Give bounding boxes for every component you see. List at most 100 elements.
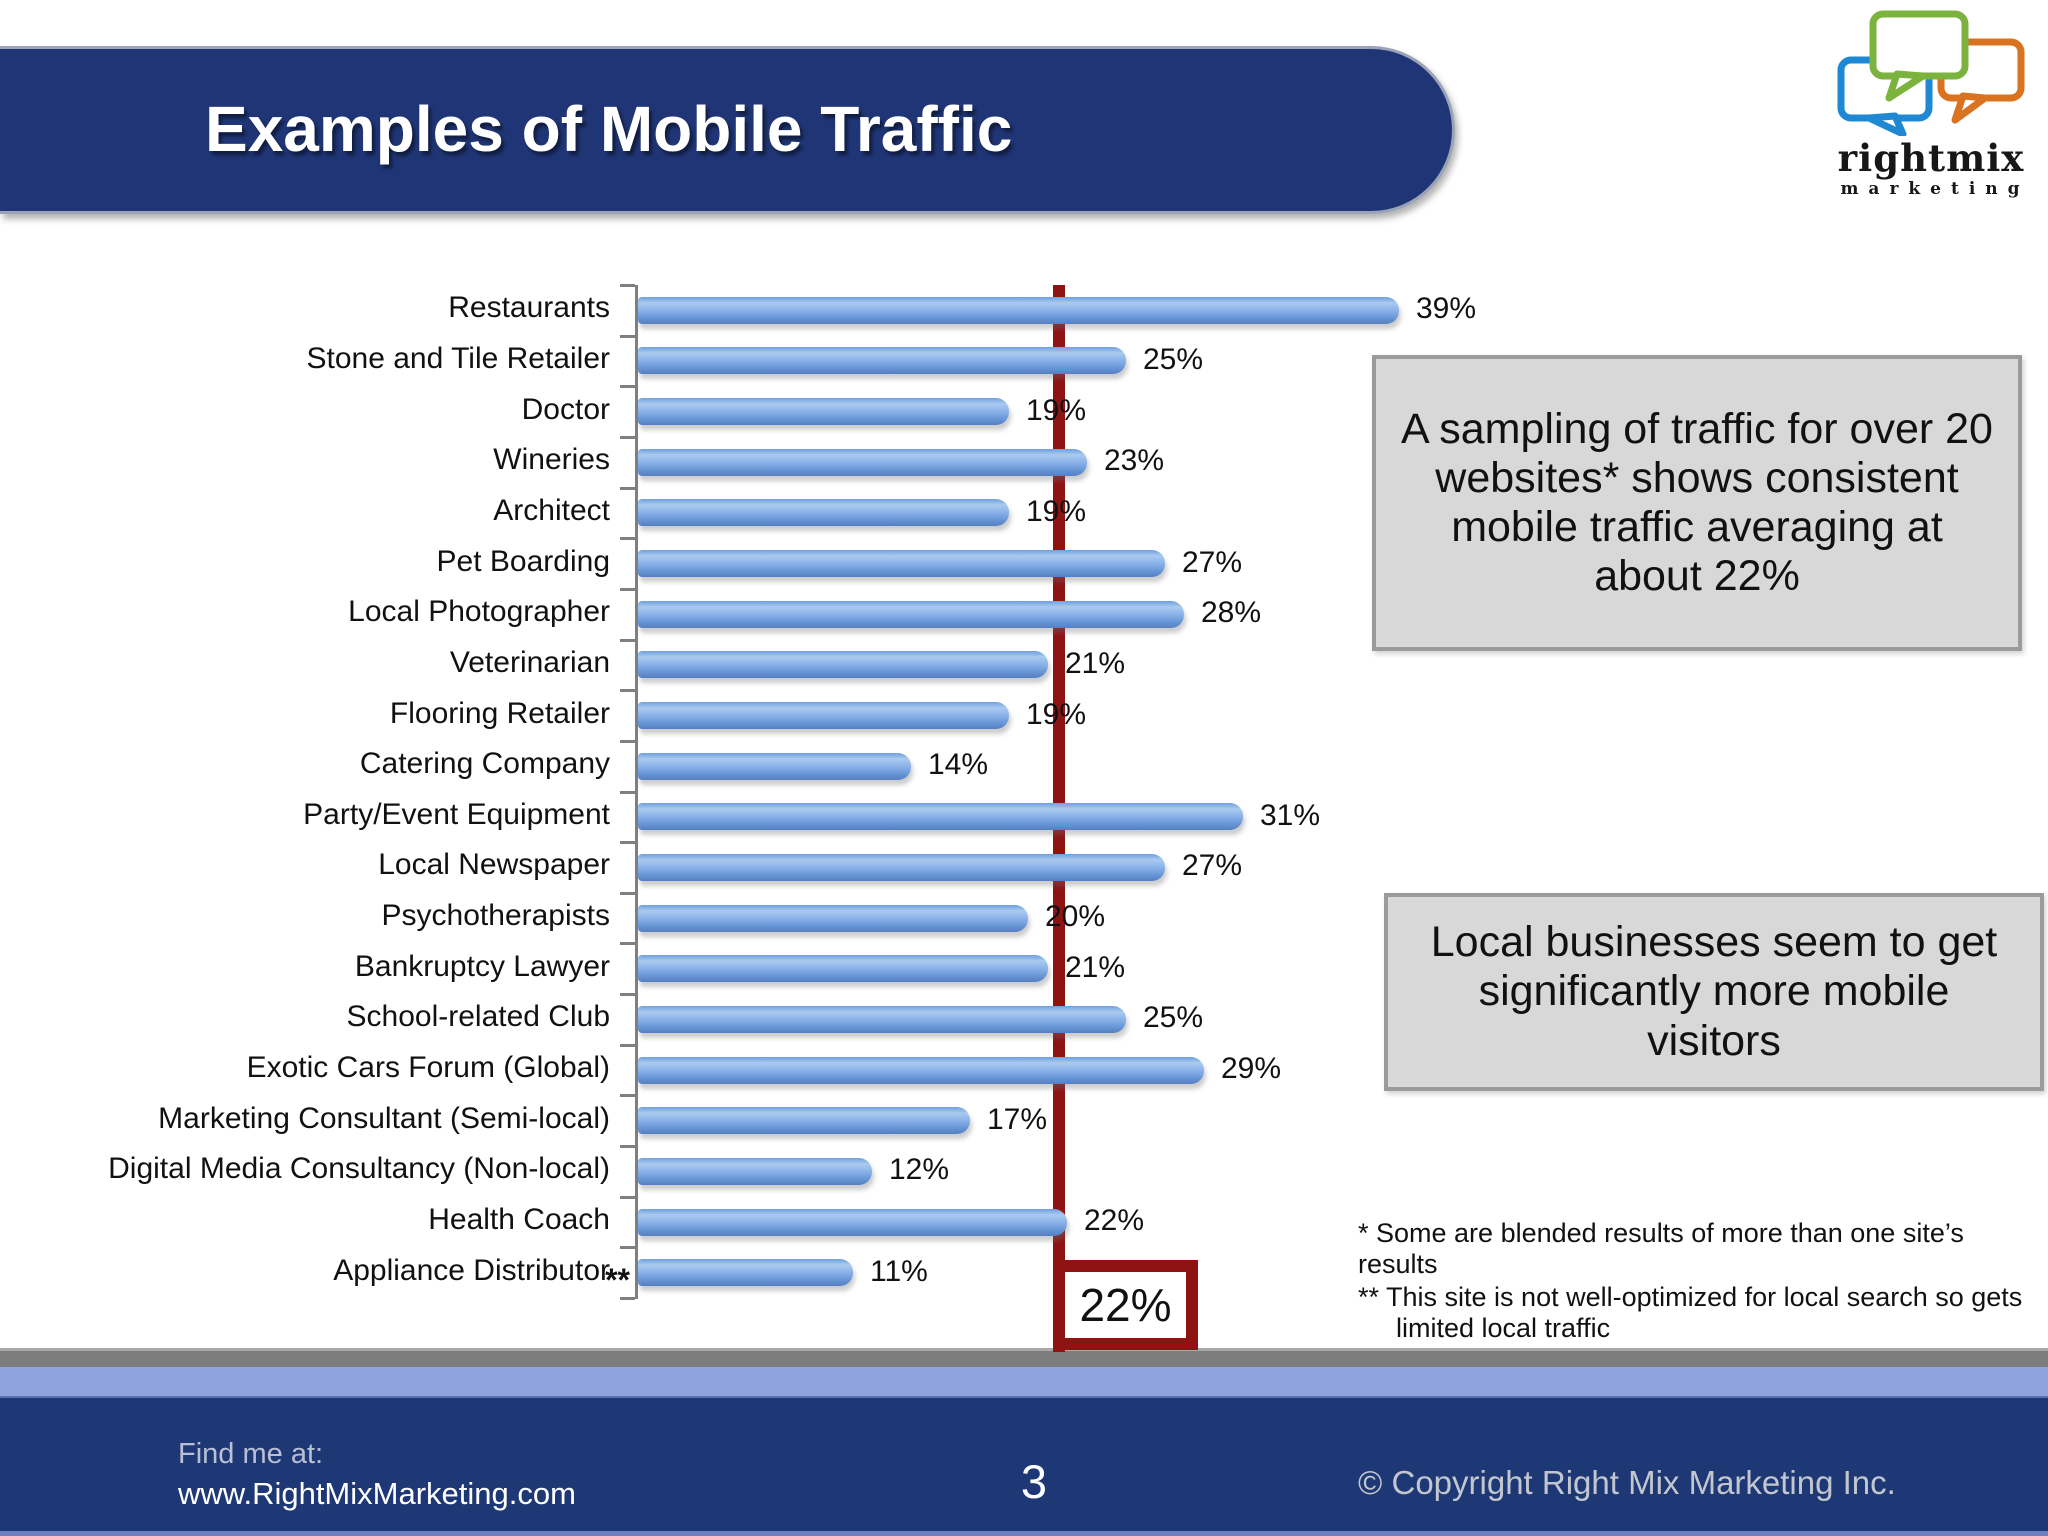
find-me-label: Find me at: bbox=[178, 1438, 324, 1470]
callout-local-businesses: Local businesses seem to get significant… bbox=[1384, 893, 2044, 1091]
chart-bar bbox=[638, 398, 1009, 426]
speech-bubbles-icon bbox=[1837, 10, 2025, 138]
category-label: Psychotherapists bbox=[381, 899, 610, 933]
category-label: Wineries bbox=[493, 443, 610, 477]
category-label: Health Coach bbox=[428, 1203, 610, 1237]
category-label: Digital Media Consultancy (Non-local) bbox=[108, 1152, 610, 1186]
category-label: Veterinarian bbox=[449, 645, 610, 679]
axis-tick bbox=[620, 486, 635, 490]
axis-tick bbox=[620, 1043, 635, 1047]
footer-periwinkle-strip bbox=[0, 1367, 2048, 1398]
callout-sampling-text: A sampling of traffic for over 20 websit… bbox=[1401, 404, 1993, 601]
chart-bar bbox=[638, 651, 1048, 679]
chart-bar bbox=[638, 752, 911, 780]
axis-tick bbox=[620, 284, 635, 287]
chart-category-axis bbox=[635, 285, 638, 1299]
chart-bar bbox=[638, 296, 1399, 324]
axis-tick bbox=[620, 334, 635, 338]
chart-bar bbox=[638, 347, 1126, 375]
category-label: Flooring Retailer bbox=[389, 696, 610, 730]
chart-bar bbox=[638, 1107, 970, 1135]
logo-wordmark: rightmix bbox=[1837, 136, 2025, 180]
axis-tick bbox=[620, 1145, 635, 1149]
category-label: Doctor bbox=[521, 392, 610, 426]
chart-bar bbox=[638, 1208, 1067, 1236]
category-label: Stone and Tile Retailer bbox=[306, 341, 610, 375]
chart-bar bbox=[638, 904, 1028, 932]
rightmix-logo: rightmix marketing bbox=[1828, 8, 2034, 199]
logo-tagline: marketing bbox=[1840, 179, 2030, 199]
value-label: 14% bbox=[928, 748, 989, 782]
chart-bar bbox=[638, 853, 1165, 881]
axis-tick bbox=[620, 638, 635, 642]
axis-tick bbox=[620, 689, 635, 693]
value-label: 25% bbox=[1143, 1001, 1204, 1035]
value-label: 11% bbox=[870, 1254, 928, 1288]
chart-bar bbox=[638, 955, 1048, 983]
axis-tick bbox=[620, 587, 635, 591]
axis-tick bbox=[620, 1195, 635, 1199]
chart-bar bbox=[638, 1056, 1204, 1084]
value-label: 21% bbox=[1065, 950, 1126, 984]
category-label: Party/Event Equipment bbox=[303, 797, 610, 831]
footer-bar: Find me at: www.RightMixMarketing.com 3 … bbox=[0, 1398, 2048, 1536]
callout-sampling: A sampling of traffic for over 20 websit… bbox=[1372, 355, 2022, 651]
average-value-box: 22% bbox=[1053, 1260, 1198, 1350]
callout-local-businesses-text: Local businesses seem to get significant… bbox=[1430, 918, 1998, 1065]
axis-tick bbox=[620, 537, 635, 541]
value-label: 21% bbox=[1065, 646, 1126, 680]
category-label: Architect bbox=[493, 493, 610, 527]
axis-tick bbox=[620, 993, 635, 997]
axis-tick bbox=[620, 942, 635, 946]
value-label: 23% bbox=[1104, 444, 1165, 478]
slide-title: Examples of Mobile Traffic bbox=[205, 93, 1013, 165]
footnote-blended: * Some are blended results of more than … bbox=[1358, 1218, 1964, 1280]
footnotes: * Some are blended results of more than … bbox=[1358, 1218, 2048, 1346]
category-label: Local Newspaper bbox=[378, 848, 610, 882]
value-label: 25% bbox=[1143, 342, 1204, 376]
category-label: Pet Boarding bbox=[436, 544, 610, 578]
footer-gray-strip bbox=[0, 1348, 2048, 1367]
chart-bar bbox=[638, 448, 1087, 476]
category-label: Marketing Consultant (Semi-local) bbox=[158, 1101, 610, 1135]
category-label: School-related Club bbox=[346, 1000, 610, 1034]
value-label: 12% bbox=[889, 1153, 950, 1187]
average-value-label: 22% bbox=[1079, 1279, 1172, 1331]
value-label: 17% bbox=[987, 1102, 1048, 1136]
value-label: 28% bbox=[1201, 596, 1262, 630]
category-label: Local Photographer bbox=[348, 595, 610, 629]
value-label: 19% bbox=[1026, 697, 1087, 731]
value-label: 39% bbox=[1416, 292, 1477, 326]
category-label: Catering Company bbox=[359, 747, 610, 781]
page-number: 3 bbox=[1020, 1455, 1048, 1508]
value-label: 31% bbox=[1260, 798, 1321, 832]
category-label: Restaurants bbox=[448, 291, 610, 325]
axis-tick bbox=[620, 435, 635, 439]
value-label: 22% bbox=[1084, 1204, 1145, 1238]
axis-tick bbox=[620, 1246, 635, 1250]
category-label: Exotic Cars Forum (Global) bbox=[246, 1051, 610, 1085]
chart-bar bbox=[638, 702, 1009, 730]
footnote-not-optimized: ** This site is not well-optimized for l… bbox=[1358, 1282, 2023, 1344]
chart-bar bbox=[638, 1157, 872, 1185]
chart-bar bbox=[638, 600, 1184, 628]
axis-tick bbox=[620, 891, 635, 895]
chart-bar bbox=[638, 550, 1165, 578]
value-label: 19% bbox=[1026, 494, 1087, 528]
category-label: Appliance Distributor bbox=[333, 1253, 610, 1287]
axis-tick bbox=[620, 739, 635, 743]
value-label: 27% bbox=[1182, 545, 1243, 579]
axis-tick bbox=[620, 385, 635, 389]
axis-tick bbox=[620, 841, 635, 845]
website-link[interactable]: www.RightMixMarketing.com bbox=[178, 1476, 576, 1511]
header-banner: Examples of Mobile Traffic bbox=[0, 46, 1455, 214]
value-label: 29% bbox=[1221, 1052, 1282, 1086]
double-asterisk-marker: ** bbox=[605, 1262, 630, 1298]
category-label: Bankruptcy Lawyer bbox=[354, 949, 610, 983]
axis-tick bbox=[620, 1094, 635, 1098]
chart-bar bbox=[638, 1259, 853, 1287]
chart-bar bbox=[638, 499, 1009, 527]
copyright-text: © Copyright Right Mix Marketing Inc. bbox=[1358, 1464, 1896, 1501]
